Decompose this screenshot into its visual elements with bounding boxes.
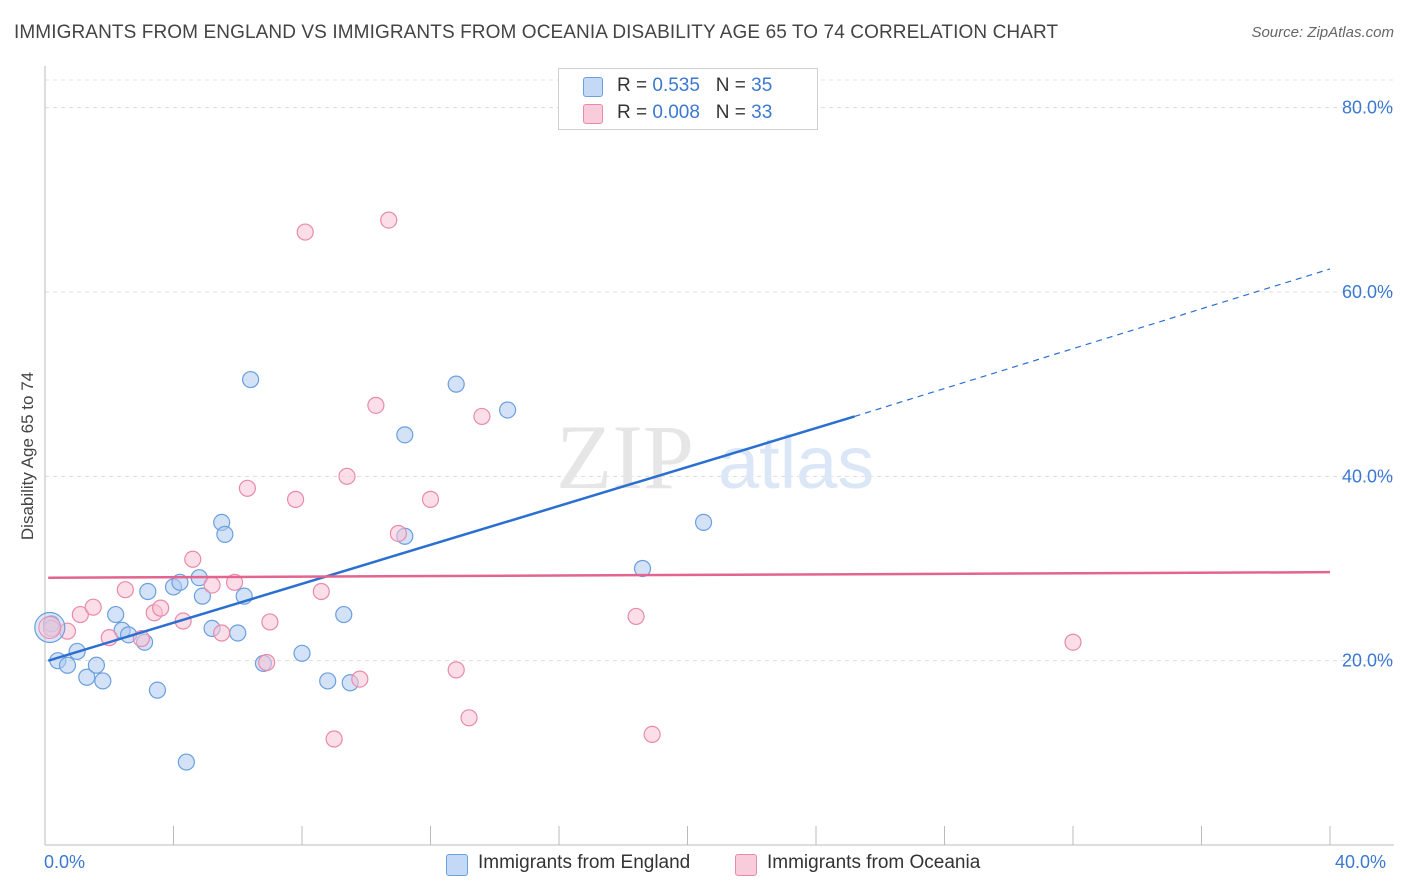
england-point (447, 375, 465, 393)
oceania-legend-swatch (735, 854, 757, 876)
y-axis-label: Disability Age 65 to 74 (18, 371, 37, 541)
r-value: 0.535 (652, 75, 700, 96)
oceania-point (258, 653, 276, 672)
oceania-point (261, 613, 279, 631)
oceania-point (325, 730, 343, 748)
axes (44, 66, 1394, 846)
y-tick-label: 40.0% (1342, 466, 1393, 486)
source-note: Source: ZipAtlas.com (1251, 24, 1394, 41)
england-point (633, 559, 652, 578)
oceania-point (225, 573, 244, 591)
oceania-point (58, 622, 77, 640)
r-value: 0.008 (652, 102, 700, 123)
y-tick-labels: 20.0% 40.0% 60.0% 80.0% (1342, 98, 1393, 671)
n-value: 35 (751, 75, 773, 96)
england-point (78, 668, 96, 686)
england-point (107, 605, 125, 624)
england-point (139, 582, 157, 601)
oceania-point (71, 605, 89, 624)
england-point (94, 672, 112, 690)
england-point (335, 605, 353, 624)
oceania-swatch (583, 104, 603, 124)
england-point (87, 656, 106, 674)
oceania-point (447, 661, 465, 679)
n-value: 33 (751, 102, 773, 123)
oceania-point (184, 550, 202, 568)
watermark-zip: ZIP (556, 406, 694, 508)
x-tick-max: 40.0% (1335, 852, 1387, 872)
england-point (293, 644, 311, 662)
oceania-point (312, 582, 330, 601)
oceania-point (380, 211, 398, 229)
england-legend-swatch (446, 854, 468, 876)
england-point (319, 672, 337, 690)
oceania-point (203, 576, 221, 594)
oceania-point (367, 396, 385, 414)
england-point (148, 681, 167, 699)
oceania-point-cluster (38, 615, 62, 639)
england-trend-line (47, 415, 855, 662)
england-point (216, 525, 234, 543)
oceania-point (473, 407, 491, 426)
oceania-point (116, 581, 134, 599)
data-points (34, 211, 1082, 771)
y-tick-label: 60.0% (1342, 282, 1393, 302)
england-point (499, 401, 517, 419)
oceania-point (152, 599, 170, 617)
n-label: N = (715, 75, 746, 96)
oceania-point (460, 709, 478, 727)
r-label: R = (617, 75, 648, 96)
trend-lines (47, 268, 1331, 662)
england-point (193, 587, 212, 605)
england-point (58, 656, 77, 674)
england-legend-label: Immigrants from England (478, 852, 691, 873)
oceania-point (286, 490, 305, 508)
y-tick-label: 80.0% (1342, 98, 1393, 118)
england-point (694, 513, 713, 532)
england-point (242, 370, 260, 389)
oceania-point (421, 490, 440, 508)
oceania-point (296, 223, 314, 241)
y-tick-label: 20.0% (1342, 651, 1393, 671)
england-point (229, 624, 247, 642)
england-point (396, 426, 414, 444)
r-label: R = (617, 102, 648, 123)
oceania-point (351, 670, 369, 688)
correlation-legend: R = 0.535 N = 35 R = 0.008 N = 33 (558, 68, 818, 130)
oceania-point (84, 598, 102, 616)
oceania-point (238, 479, 256, 497)
oceania-point (213, 624, 231, 642)
oceania-point (389, 524, 407, 543)
oceania-point (1064, 633, 1082, 651)
chart-title: IMMIGRANTS FROM ENGLAND VS IMMIGRANTS FR… (14, 22, 1059, 43)
england-trend-extension (854, 268, 1331, 417)
x-tick-min: 0.0% (44, 852, 86, 872)
oceania-trend-line (48, 570, 1331, 579)
oceania-point (338, 467, 356, 485)
oceania-point (627, 607, 645, 626)
england-swatch (583, 77, 603, 97)
oceania-legend-label: Immigrants from Oceania (767, 852, 981, 873)
oceania-point (643, 725, 661, 743)
n-label: N = (715, 102, 746, 123)
england-point (177, 753, 195, 771)
